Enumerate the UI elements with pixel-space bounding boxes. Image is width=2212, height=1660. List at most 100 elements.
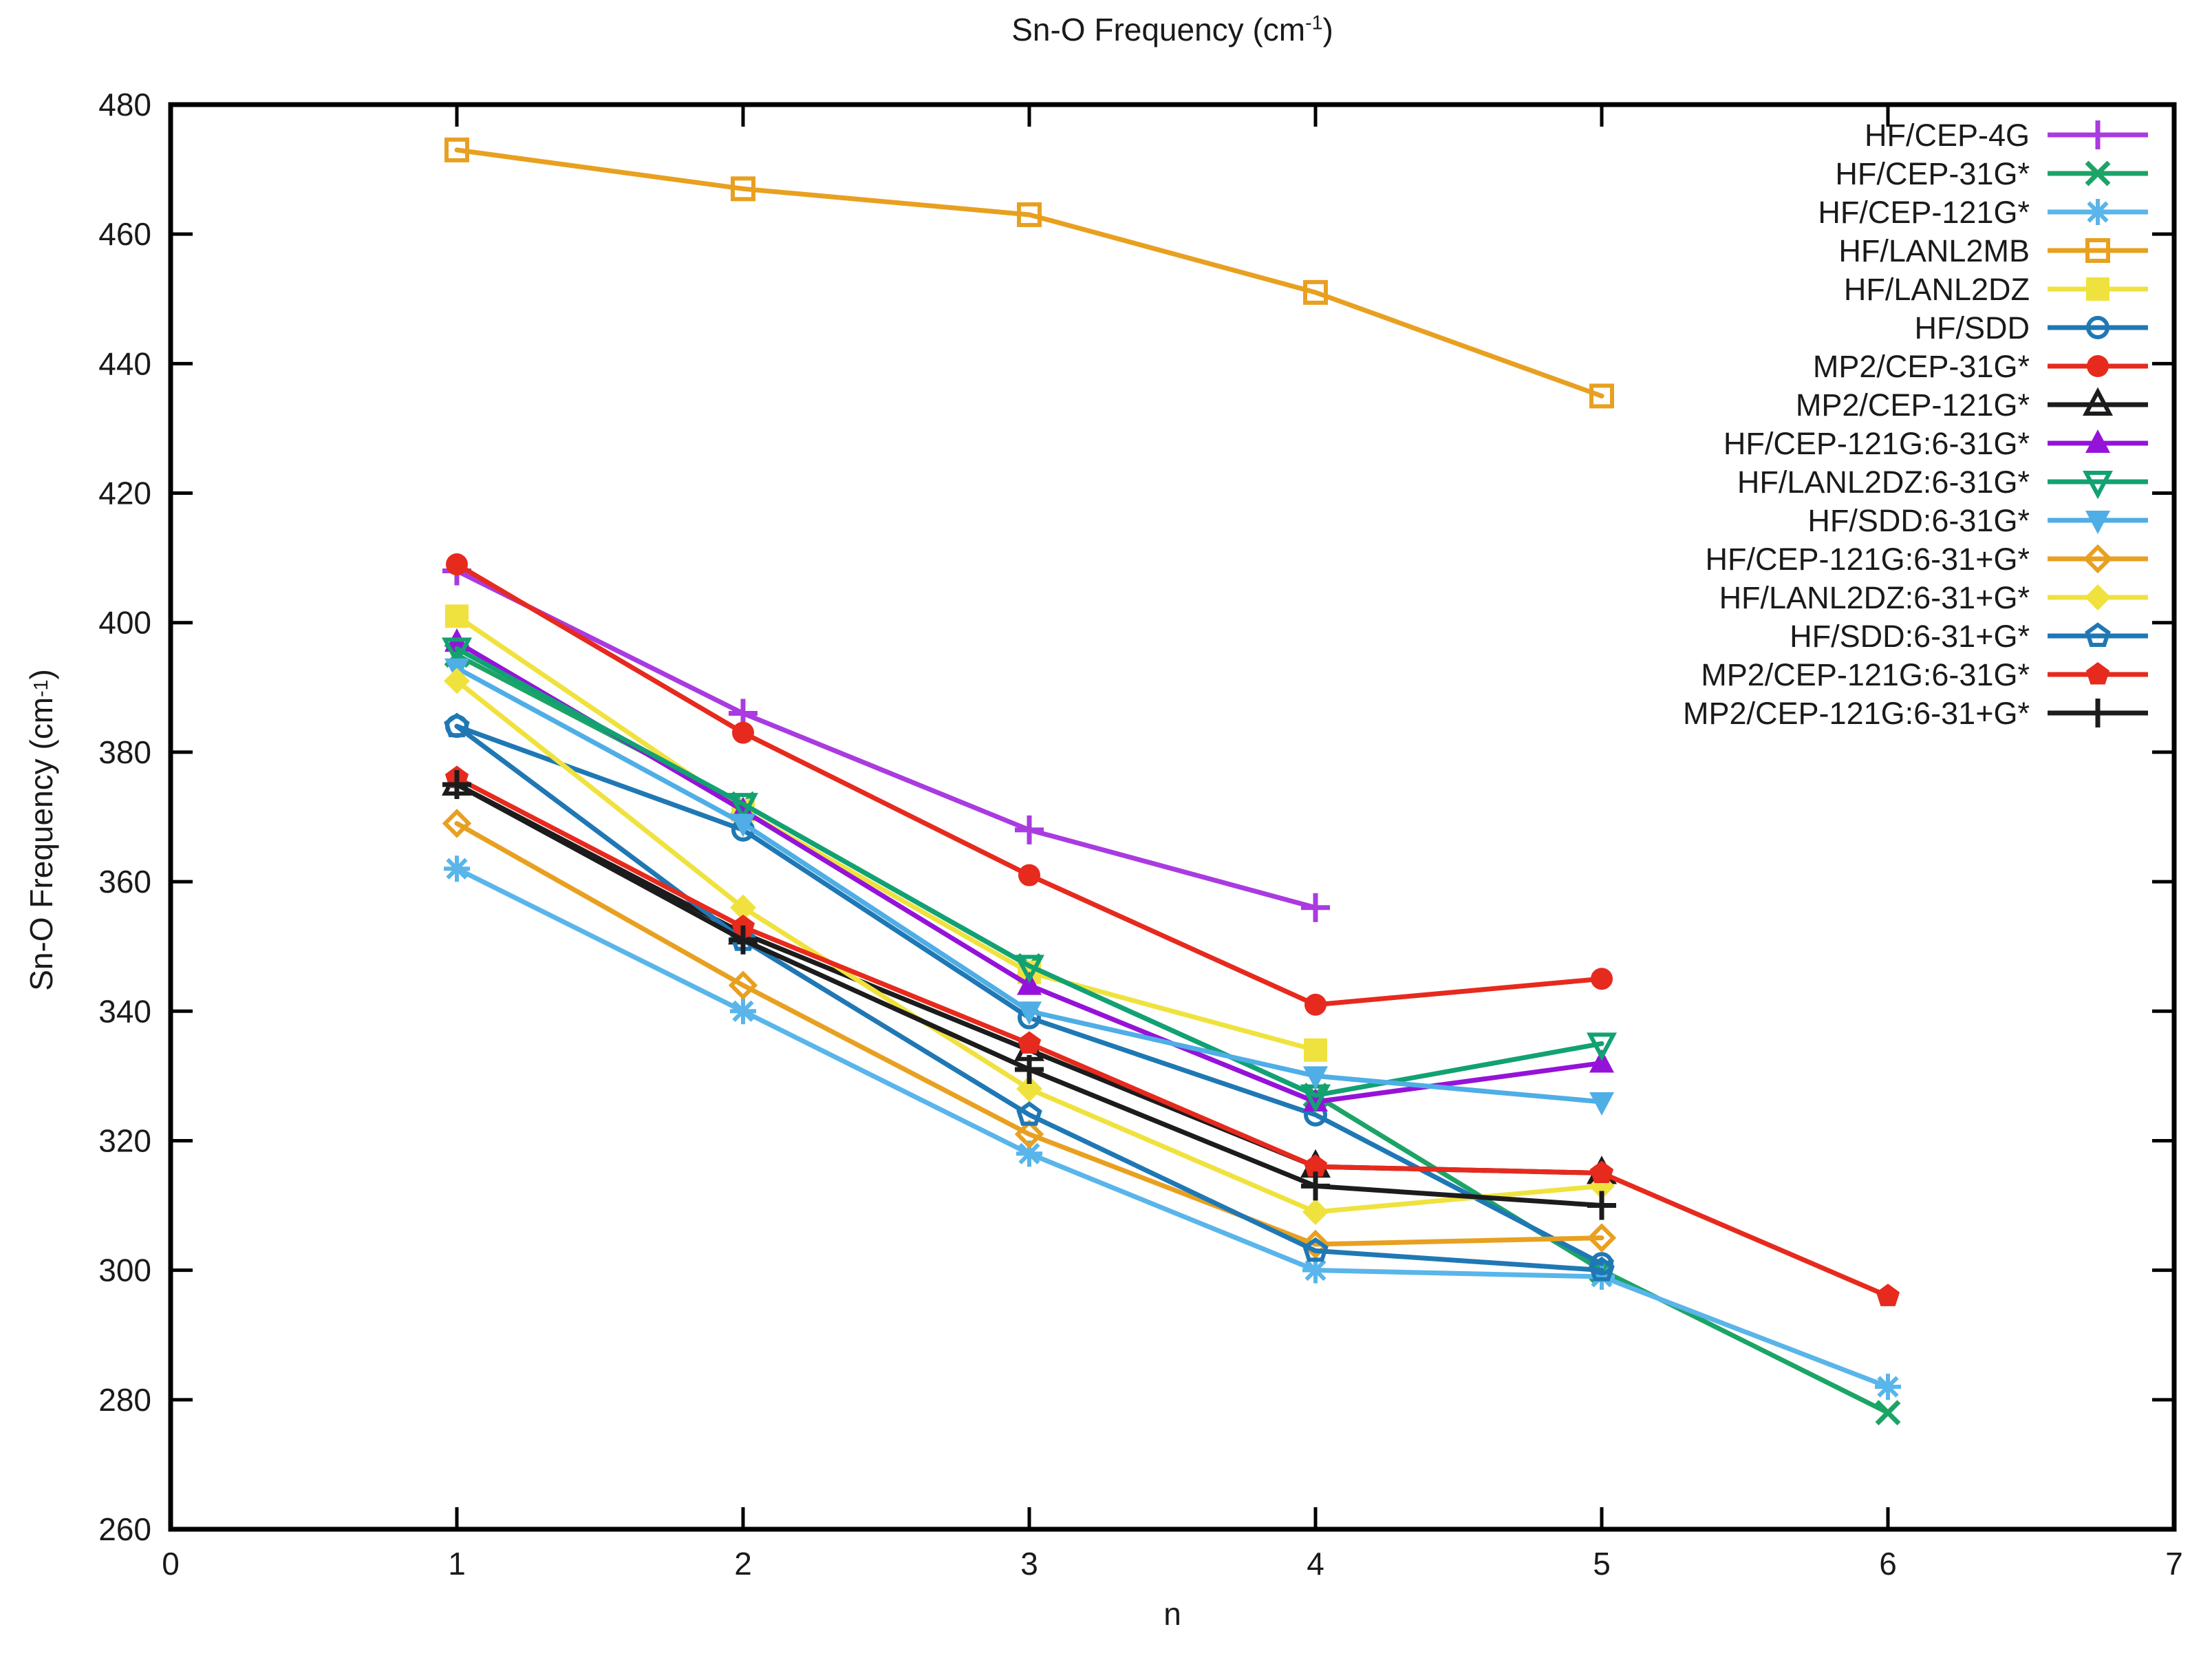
legend-item-hf-lanl2dz-6-31pgs: HF/LANL2DZ:6-31+G* xyxy=(1719,580,2148,615)
series-marker xyxy=(1589,1264,1615,1290)
series-hf-lanl2mb xyxy=(444,137,1614,409)
series-marker xyxy=(1304,1038,1327,1062)
series-line-hf-lanl2mb xyxy=(454,147,1604,398)
x-tick-label: 2 xyxy=(734,1546,752,1582)
legend-label: HF/CEP-31G* xyxy=(1835,156,2030,191)
series-marker xyxy=(446,553,468,576)
series-marker xyxy=(1587,1191,1616,1220)
series-marker xyxy=(730,998,756,1025)
series-marker xyxy=(2083,120,2112,149)
legend-item-hf-lanl2mb: HF/LANL2MB xyxy=(1838,233,2148,268)
legend-item-hf-lanl2dz-6-31gs: HF/LANL2DZ:6-31G* xyxy=(1737,465,2148,500)
legend-label: HF/CEP-121G* xyxy=(1818,195,2030,230)
series-marker xyxy=(2085,584,2111,610)
legend-item-hf-cep-31gs: HF/CEP-31G* xyxy=(1835,156,2148,191)
x-tick-label: 3 xyxy=(1020,1546,1038,1582)
series-marker xyxy=(2086,277,2109,301)
series-marker xyxy=(1017,202,1042,227)
y-tick-label: 420 xyxy=(98,476,151,511)
series-marker xyxy=(2083,471,2113,500)
legend-label: HF/CEP-121G:6-31G* xyxy=(1724,426,2030,461)
series-marker xyxy=(1303,1088,1328,1111)
series-line-hf-cep-121gs xyxy=(454,866,1891,1390)
series-marker xyxy=(731,176,755,202)
series-marker xyxy=(728,793,758,822)
series-line-hf-cep-4g xyxy=(454,568,1318,911)
y-tick-label: 400 xyxy=(98,605,151,641)
series-marker xyxy=(2083,699,2112,727)
series-marker xyxy=(1302,1257,1329,1284)
legend-label: HF/CEP-4G xyxy=(1865,118,2030,153)
y-tick-label: 300 xyxy=(98,1253,151,1288)
legend-label: HF/LANL2DZ:6-31G* xyxy=(1737,465,2030,500)
legend-label: HF/LANL2DZ xyxy=(1844,272,2030,307)
legend-item-hf-cep-121g-6-31pgs: HF/CEP-121G:6-31+G* xyxy=(1706,542,2148,577)
legend-label: MP2/CEP-121G* xyxy=(1796,387,2030,423)
y-tick-label: 260 xyxy=(98,1511,151,1547)
x-tick-label: 7 xyxy=(2165,1546,2183,1582)
legend-label: MP2/CEP-121G:6-31+G* xyxy=(1683,696,2030,731)
series-marker xyxy=(1875,1400,1901,1426)
series-marker xyxy=(1017,1001,1042,1025)
legend-label: HF/SDD:6-31+G* xyxy=(1790,619,2030,654)
series-marker xyxy=(1589,1092,1614,1116)
legend-label: HF/CEP-121G:6-31+G* xyxy=(1706,542,2030,577)
series-marker xyxy=(1302,1198,1329,1225)
series-marker xyxy=(2083,387,2113,416)
series-marker xyxy=(1587,1032,1617,1061)
legend-item-hf-sdd: HF/SDD xyxy=(1915,310,2148,345)
y-tick-label: 280 xyxy=(98,1382,151,1418)
series-marker xyxy=(444,137,469,162)
series-marker xyxy=(2085,238,2110,263)
legend-label: HF/LANL2DZ:6-31+G* xyxy=(1719,580,2030,615)
legend-label: HF/SDD xyxy=(1915,310,2030,345)
series-marker xyxy=(1303,1154,1328,1177)
y-tick-label: 340 xyxy=(98,993,151,1029)
legend-item-mp2-cep-121gs: MP2/CEP-121G* xyxy=(1796,387,2148,423)
series-marker xyxy=(1589,383,1614,409)
series-line-hf-cep-121g-6-31pgs xyxy=(454,820,1604,1247)
series-line-mp2-cep-31gs xyxy=(454,562,1604,1008)
series-marker xyxy=(1589,1256,1615,1281)
axis-ticks: 0 1 2 3 4 5 6 7 260 280 300 320 340 360 380 400 420 440 46… xyxy=(98,87,2183,1582)
series-marker xyxy=(1302,1237,1329,1262)
series-marker xyxy=(1876,1284,1900,1306)
series-marker xyxy=(1014,1119,1044,1149)
series-marker xyxy=(1018,864,1040,886)
title-superscript: -1 xyxy=(1305,12,1323,34)
series-marker xyxy=(1591,968,1613,990)
series-line-hf-sdd-6-31pgs xyxy=(454,723,1604,1273)
x-tick-label: 0 xyxy=(162,1546,180,1582)
series-marker xyxy=(1303,279,1328,305)
series-marker xyxy=(2085,622,2111,647)
series-marker xyxy=(1301,1171,1330,1201)
plot-border xyxy=(168,102,2177,1532)
legend-item-mp2-cep-121g-6-31gs: MP2/CEP-121G:6-31G* xyxy=(1701,657,2148,692)
series-marker xyxy=(442,769,471,799)
series-marker xyxy=(445,604,469,628)
series-marker xyxy=(2085,511,2110,534)
series-marker xyxy=(1014,955,1044,983)
series-marker xyxy=(730,894,756,921)
series-mp2-cep-121g-6-31gs xyxy=(444,765,1900,1306)
legend-label: MP2/CEP-31G* xyxy=(1813,349,2030,384)
series-marker xyxy=(2083,544,2113,574)
series-marker xyxy=(2085,160,2111,187)
series-marker xyxy=(442,637,472,666)
series-line-hf-lanl2dz-6-31gs xyxy=(454,646,1604,1098)
series-hf-lanl2dz-6-31gs xyxy=(442,637,1617,1113)
series-marker xyxy=(2085,199,2111,225)
series-marker xyxy=(1016,1076,1042,1103)
series-marker xyxy=(1589,1160,1614,1184)
series-marker xyxy=(1304,993,1327,1016)
series-marker xyxy=(2086,316,2109,339)
series-hf-cep-121gs xyxy=(444,855,1901,1400)
y-tick-label: 380 xyxy=(98,734,151,770)
legend: HF/CEP-4GHF/CEP-31G*HF/CEP-121G*HF/LANL2… xyxy=(1683,118,2148,731)
y-tick-label: 460 xyxy=(98,216,151,252)
series-line-mp2-cep-121g-6-31gs xyxy=(454,776,1891,1299)
legend-item-mp2-cep-121g-6-31pgs: MP2/CEP-121G:6-31+G* xyxy=(1683,696,2148,731)
series-marker xyxy=(1301,893,1330,922)
y-tick-label: 480 xyxy=(98,87,151,123)
